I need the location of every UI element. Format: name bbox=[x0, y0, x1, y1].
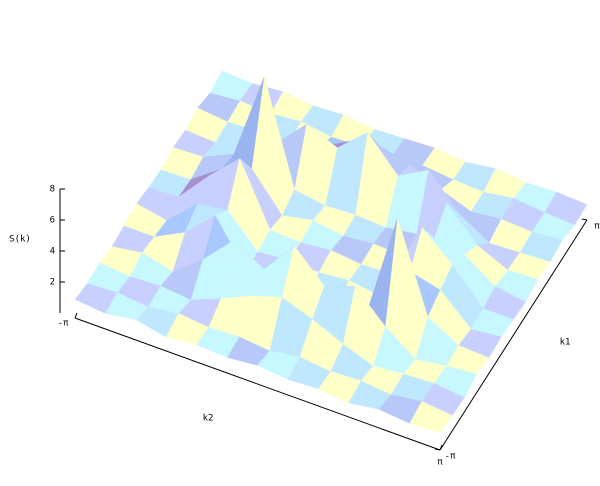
y-tick-label: π bbox=[594, 222, 600, 232]
x-tick-label: π bbox=[437, 458, 443, 468]
x-tick bbox=[439, 444, 443, 451]
surface bbox=[74, 70, 588, 434]
y-axis bbox=[439, 219, 588, 451]
x-axis bbox=[74, 317, 441, 451]
y-tick-label: -π bbox=[445, 452, 456, 462]
x-tick bbox=[74, 312, 78, 319]
x-axis-label: k2 bbox=[203, 414, 214, 424]
y-axis-label: k1 bbox=[560, 338, 571, 348]
z-tick-label: 6 bbox=[50, 216, 55, 226]
x-tick-label: -π bbox=[58, 319, 69, 329]
y-tick bbox=[434, 448, 441, 451]
y-tick bbox=[581, 218, 588, 221]
z-axis-label: S(k) bbox=[9, 235, 31, 245]
z-tick-label: 2 bbox=[50, 278, 55, 288]
z-tick-label: 8 bbox=[50, 185, 55, 195]
surface-facet bbox=[409, 401, 453, 434]
z-tick-label: 4 bbox=[50, 247, 55, 257]
